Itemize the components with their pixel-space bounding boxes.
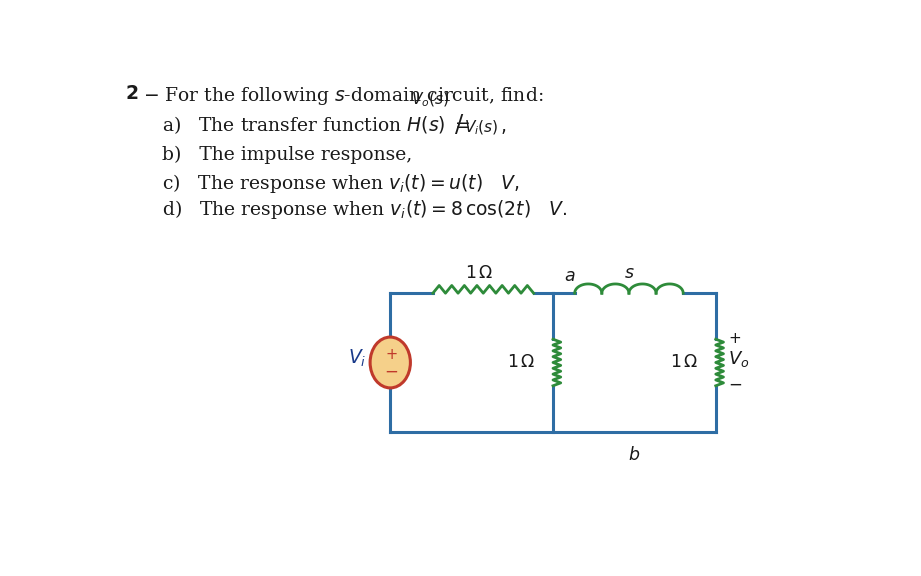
Text: $b$: $b$ [628,446,640,464]
Text: a)   The transfer function $H(s)$ $=$: a) The transfer function $H(s)$ $=$ [161,114,471,135]
Text: $-$: $-$ [729,376,742,393]
Text: /: / [455,114,463,137]
Text: $1\,\Omega$: $1\,\Omega$ [465,266,494,282]
Text: $,$: $,$ [500,119,507,137]
Text: $a$: $a$ [564,268,576,286]
Text: d)   The response when $v_i(t) = 8\,\cos(2t)$   $V.$: d) The response when $v_i(t) = 8\,\cos(2… [161,199,566,222]
Text: $V_i$: $V_i$ [348,348,367,369]
Text: $V_o$: $V_o$ [729,348,750,369]
Text: $-$ For the following $s$-domain circuit, find:: $-$ For the following $s$-domain circuit… [143,85,543,107]
Text: $V_o(s)$: $V_o(s)$ [411,91,449,109]
Text: $s$: $s$ [624,266,635,282]
Text: c)   The response when $v_i(t) = u(t)$   $V,$: c) The response when $v_i(t) = u(t)$ $V,… [161,172,519,195]
Text: $\mathbf{2}$: $\mathbf{2}$ [125,85,138,103]
Text: $1\,\Omega$: $1\,\Omega$ [670,354,699,371]
Ellipse shape [370,337,411,388]
Text: $+$: $+$ [729,332,741,346]
Text: $-$: $-$ [384,362,398,380]
Text: $+$: $+$ [385,347,397,362]
Text: b)   The impulse response,: b) The impulse response, [161,146,412,164]
Text: $V_i(s)$: $V_i(s)$ [464,119,498,137]
Text: $1\,\Omega$: $1\,\Omega$ [507,354,536,371]
